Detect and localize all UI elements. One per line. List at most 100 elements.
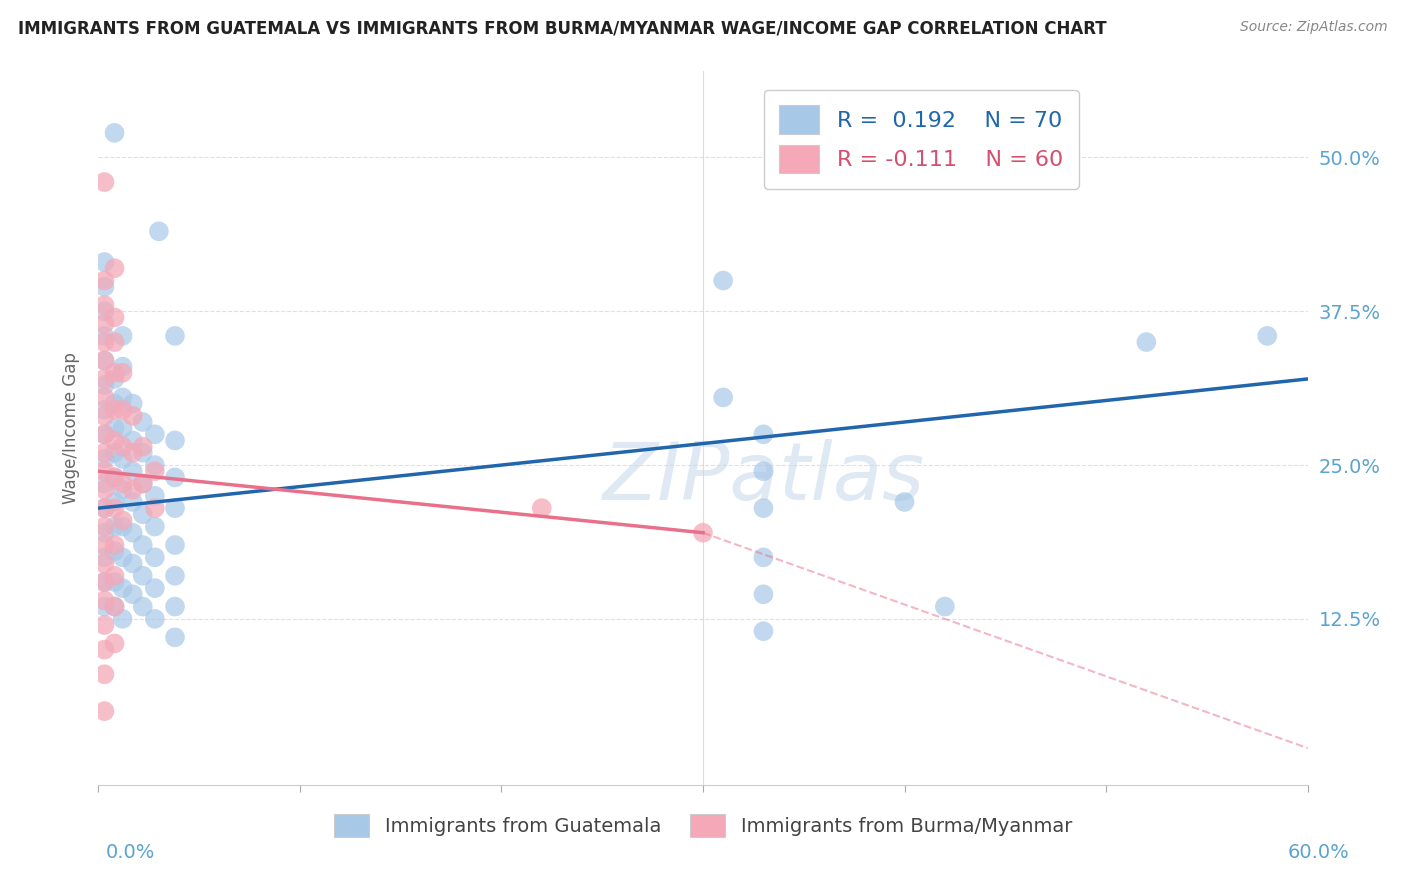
Point xyxy=(93,391,115,405)
Point xyxy=(111,402,134,417)
Point xyxy=(103,470,125,484)
Point xyxy=(93,618,115,632)
Point xyxy=(143,550,166,565)
Text: Source: ZipAtlas.com: Source: ZipAtlas.com xyxy=(1240,20,1388,34)
Point xyxy=(752,501,775,516)
Point xyxy=(111,483,134,497)
Point xyxy=(163,630,186,644)
Point xyxy=(752,624,775,639)
Point xyxy=(103,261,125,276)
Point xyxy=(103,470,125,484)
Point xyxy=(93,557,115,571)
Point xyxy=(132,508,155,522)
Point xyxy=(121,434,143,448)
Point xyxy=(93,483,115,497)
Point xyxy=(163,501,186,516)
Text: IMMIGRANTS FROM GUATEMALA VS IMMIGRANTS FROM BURMA/MYANMAR WAGE/INCOME GAP CORRE: IMMIGRANTS FROM GUATEMALA VS IMMIGRANTS … xyxy=(18,20,1107,37)
Point xyxy=(103,126,125,140)
Point xyxy=(111,550,134,565)
Text: 60.0%: 60.0% xyxy=(1288,843,1350,862)
Point xyxy=(143,458,166,472)
Point xyxy=(93,372,115,386)
Point xyxy=(93,304,115,318)
Point xyxy=(132,415,155,429)
Point xyxy=(692,525,714,540)
Point xyxy=(132,446,155,460)
Point xyxy=(752,464,775,478)
Point xyxy=(103,396,125,410)
Point xyxy=(103,501,125,516)
Point xyxy=(893,495,915,509)
Point xyxy=(752,550,775,565)
Point xyxy=(143,427,166,442)
Point xyxy=(103,402,125,417)
Point xyxy=(93,402,115,417)
Point xyxy=(111,612,134,626)
Point xyxy=(143,519,166,533)
Point xyxy=(93,538,115,552)
Point xyxy=(711,391,734,405)
Point xyxy=(111,513,134,527)
Point xyxy=(103,569,125,583)
Point xyxy=(93,273,115,287)
Point xyxy=(103,636,125,650)
Point xyxy=(132,440,155,454)
Point xyxy=(93,353,115,368)
Point xyxy=(143,581,166,595)
Point xyxy=(111,440,134,454)
Point xyxy=(93,298,115,312)
Point xyxy=(132,476,155,491)
Point xyxy=(111,581,134,595)
Point xyxy=(93,255,115,269)
Point xyxy=(121,464,143,478)
Point xyxy=(752,427,775,442)
Point xyxy=(93,378,115,392)
Point xyxy=(103,334,125,349)
Text: ZIPatlas: ZIPatlas xyxy=(602,439,925,517)
Point xyxy=(111,519,134,533)
Point xyxy=(121,446,143,460)
Point xyxy=(163,434,186,448)
Point xyxy=(93,501,115,516)
Point xyxy=(93,175,115,189)
Point xyxy=(93,317,115,331)
Point xyxy=(148,224,170,238)
Y-axis label: Wage/Income Gap: Wage/Income Gap xyxy=(62,352,80,504)
Point xyxy=(163,538,186,552)
Point xyxy=(111,366,134,380)
Point xyxy=(93,574,115,589)
Point xyxy=(93,446,115,460)
Point xyxy=(121,587,143,601)
Point xyxy=(93,329,115,343)
Point xyxy=(93,550,115,565)
Point xyxy=(132,538,155,552)
Point xyxy=(93,501,115,516)
Point xyxy=(93,353,115,368)
Text: 0.0%: 0.0% xyxy=(105,843,155,862)
Point xyxy=(121,396,143,410)
Point xyxy=(93,525,115,540)
Point xyxy=(103,310,125,325)
Point xyxy=(93,642,115,657)
Point xyxy=(111,451,134,466)
Point xyxy=(752,587,775,601)
Point xyxy=(93,409,115,423)
Point xyxy=(163,569,186,583)
Point xyxy=(111,391,134,405)
Point xyxy=(93,599,115,614)
Point xyxy=(111,476,134,491)
Point xyxy=(111,421,134,435)
Point xyxy=(93,593,115,607)
Point xyxy=(163,329,186,343)
Point xyxy=(103,495,125,509)
Point xyxy=(132,569,155,583)
Point xyxy=(163,599,186,614)
Legend: Immigrants from Guatemala, Immigrants from Burma/Myanmar: Immigrants from Guatemala, Immigrants fr… xyxy=(325,805,1081,847)
Point xyxy=(93,451,115,466)
Point xyxy=(93,334,115,349)
Point xyxy=(934,599,956,614)
Point xyxy=(103,519,125,533)
Point xyxy=(93,464,115,478)
Point xyxy=(121,525,143,540)
Point xyxy=(121,557,143,571)
